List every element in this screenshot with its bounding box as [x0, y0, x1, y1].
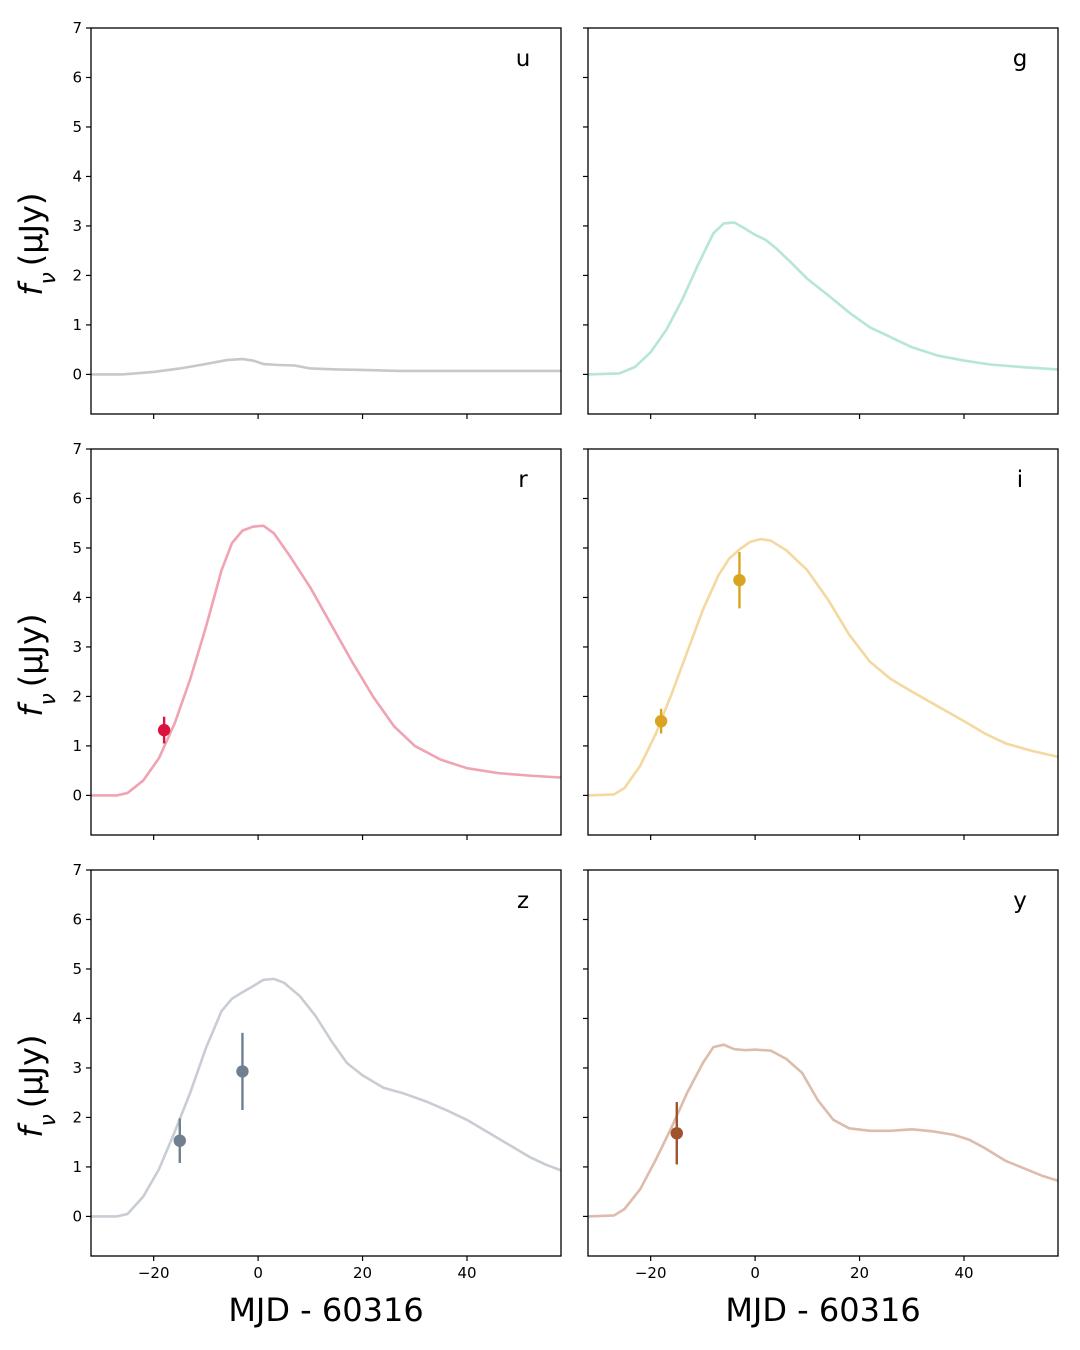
y-tick-label: 3	[72, 638, 82, 656]
y-tick-label: 5	[72, 118, 82, 136]
panel-r: 0 1 2 3 4 5 6 7 r	[72, 440, 562, 840]
y-tick-label: 0	[72, 786, 82, 804]
y-tick-label: 1	[72, 737, 82, 755]
y-tick-label: 7	[72, 861, 82, 879]
panel-z: −20 0 20 40 0 1 2 3 4 5 6 7 z	[72, 861, 562, 1282]
y-tick-label: 6	[72, 910, 82, 928]
data-point-z-0	[173, 1134, 186, 1147]
model-curve-y	[588, 1043, 1058, 1218]
data-point-i-1	[733, 573, 746, 587]
model-curve-r	[91, 524, 561, 797]
model-curve-z	[91, 977, 561, 1218]
y-tick-label: 5	[72, 539, 82, 557]
y-tick-label: 4	[72, 588, 82, 606]
data-point-r-0	[157, 723, 171, 737]
band-label-z: z	[517, 888, 529, 914]
x-tick-label: 40	[457, 1264, 476, 1282]
x-tick-label: 20	[850, 1264, 869, 1282]
axes-frame-r	[90, 448, 562, 836]
x-tick-label: −20	[635, 1264, 667, 1282]
y-tick-label: 2	[72, 266, 82, 284]
axes-frame-i	[587, 448, 1059, 836]
model-curve-u	[91, 357, 561, 376]
y-axis-label: fν(μJy)	[12, 193, 61, 296]
model-curve-i	[588, 537, 1058, 797]
y-tick-label: 6	[72, 68, 82, 86]
x-axis-label: MJD - 60316	[228, 1291, 423, 1329]
band-label-r: r	[518, 467, 528, 493]
y-tick-label: 4	[72, 1009, 82, 1027]
data-point-z-1	[236, 1065, 249, 1078]
labels-layer: fν(μJy) fν(μJy) fν(μJy) MJD - 60316 MJD - 60…	[12, 193, 921, 1329]
y-tick-label: 1	[72, 316, 82, 334]
x-tick-label: −20	[138, 1264, 170, 1282]
axes-frame-y	[587, 869, 1059, 1257]
y-tick-label: 4	[72, 167, 82, 185]
y-tick-label: 2	[72, 687, 82, 705]
x-tick-label: 20	[353, 1264, 372, 1282]
data-point-y-0	[670, 1127, 683, 1140]
model-curve-g	[588, 221, 1058, 376]
y-tick-label: 1	[72, 1158, 82, 1176]
band-label-i: i	[1017, 467, 1023, 493]
axes-frame-g	[587, 27, 1059, 415]
y-tick-label: 2	[72, 1108, 82, 1126]
y-tick-label: 3	[72, 217, 82, 235]
axes-frame-z	[90, 869, 562, 1257]
y-tick-label: 7	[72, 440, 82, 458]
x-tick-label: 0	[253, 1264, 263, 1282]
y-axis-label: fν(μJy)	[12, 614, 61, 717]
y-tick-label: 6	[72, 489, 82, 507]
axes-frame-u	[90, 27, 562, 415]
y-tick-label: 3	[72, 1059, 82, 1077]
x-tick-label: 0	[750, 1264, 760, 1282]
panel-g: g	[583, 27, 1059, 419]
panel-y: −20 0 20 40 y	[583, 869, 1059, 1282]
band-label-g: g	[1013, 46, 1028, 72]
x-axis-label: MJD - 60316	[725, 1291, 920, 1329]
x-tick-label: 40	[954, 1264, 973, 1282]
y-tick-label: 0	[72, 1207, 82, 1225]
data-point-i-0	[654, 714, 668, 728]
band-label-y: y	[1013, 888, 1027, 914]
band-label-u: u	[516, 46, 531, 72]
y-axis-label: fν(μJy)	[12, 1035, 61, 1138]
y-tick-label: 5	[72, 960, 82, 978]
y-tick-label: 7	[72, 19, 82, 37]
y-tick-label: 0	[72, 365, 82, 383]
panel-u: 0 1 2 3 4 5 6 7 u	[72, 19, 562, 419]
panel-i: i	[583, 448, 1059, 840]
